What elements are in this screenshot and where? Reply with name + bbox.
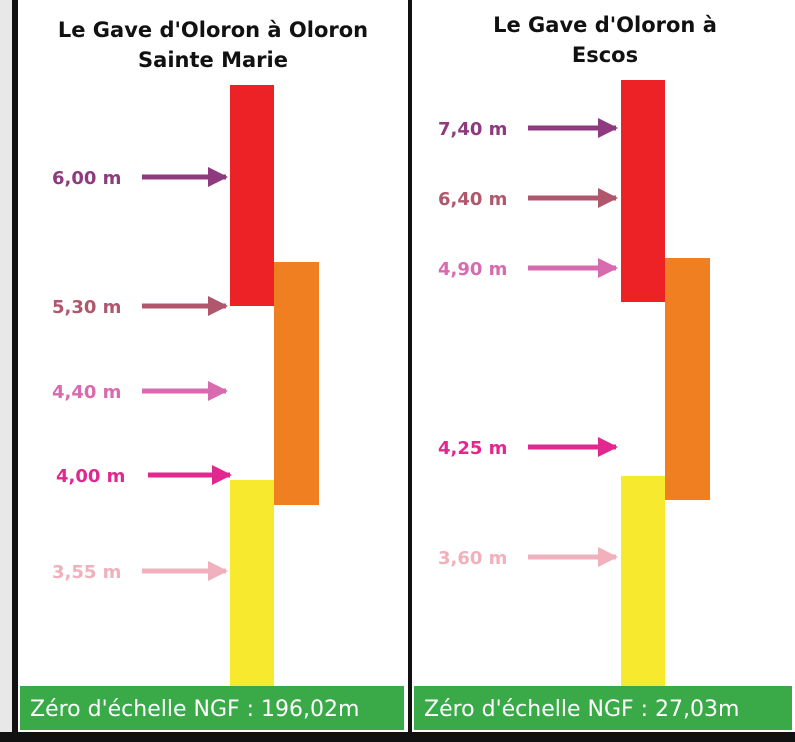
level-label: 4,90 m: [438, 259, 507, 280]
bottom-edge: [0, 732, 795, 742]
red-bar: [230, 85, 274, 306]
left-edge: [12, 0, 18, 742]
level: 6,00 m: [52, 167, 228, 189]
yellow-bar: [230, 480, 274, 686]
panel-title: Le Gave d'Oloron à: [493, 13, 717, 37]
level-label: 7,40 m: [438, 119, 507, 140]
level: 4,90 m: [438, 258, 618, 280]
orange-bar: [274, 262, 319, 505]
red-bar: [621, 80, 665, 302]
level-label: 5,30 m: [52, 297, 121, 318]
level: 4,25 m: [438, 437, 618, 459]
level: 4,00 m: [56, 465, 232, 487]
level-label: 3,55 m: [52, 562, 121, 583]
footer-text: Zéro d'échelle NGF : 196,02m: [30, 697, 359, 722]
panel-title: Le Gave d'Oloron à Oloron: [58, 18, 368, 42]
level: 4,40 m: [52, 381, 228, 403]
level-label: 4,25 m: [438, 438, 507, 459]
level-label: 3,60 m: [438, 548, 507, 569]
divider: [408, 0, 412, 742]
level-label: 4,00 m: [56, 466, 125, 487]
map-strip: [0, 0, 12, 742]
level: 7,40 m: [438, 118, 618, 140]
level-label: 6,00 m: [52, 168, 121, 189]
orange-bar: [665, 258, 710, 500]
level-label: 4,40 m: [52, 382, 121, 403]
panel-title: Escos: [572, 43, 638, 67]
level: 6,40 m: [438, 188, 618, 210]
footer-bar: [414, 686, 792, 730]
level: 3,55 m: [52, 561, 228, 583]
yellow-bar: [621, 476, 665, 686]
level: 3,60 m: [438, 547, 618, 569]
panel-title: Sainte Marie: [138, 48, 288, 72]
footer-bar: [20, 686, 404, 730]
footer-text: Zéro d'échelle NGF : 27,03m: [424, 697, 739, 722]
level-label: 6,40 m: [438, 189, 507, 210]
level: 5,30 m: [52, 296, 228, 318]
